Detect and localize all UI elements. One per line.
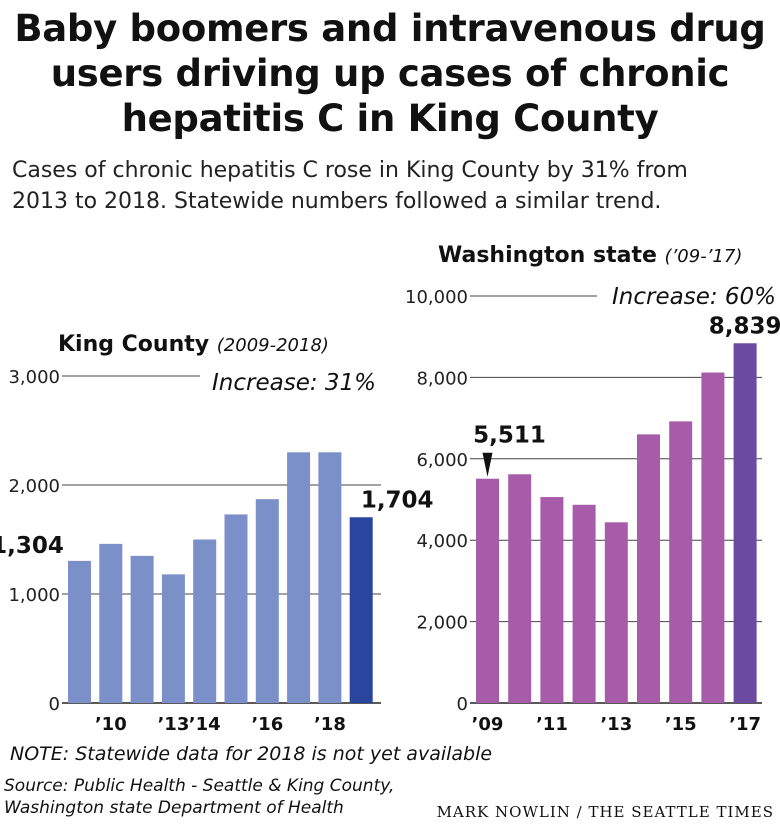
data-label: 1,304 — [0, 533, 64, 559]
source-text: Source: Public Health - Seattle & King C… — [4, 775, 394, 819]
chart-title-main: Washington state — [438, 243, 665, 268]
x-tick-label: ’10 — [95, 714, 127, 735]
y-tick-label: 0 — [457, 694, 468, 715]
bar — [476, 478, 499, 703]
data-label: 8,839 — [709, 313, 780, 339]
bar — [701, 372, 725, 703]
bar — [540, 497, 564, 703]
x-tick-label: ’17 — [729, 714, 761, 735]
note-text: NOTE: Statewide data for 2018 is not yet… — [10, 743, 493, 765]
label-pointer — [482, 452, 493, 477]
x-tick-label: ’13 — [157, 714, 189, 735]
bar — [99, 543, 123, 703]
bar — [637, 434, 660, 703]
y-tick-label: 4,000 — [416, 531, 468, 552]
y-tick-label: 8,000 — [416, 368, 468, 389]
source-line: Washington state Department of Health — [4, 798, 344, 818]
data-label: 5,511 — [473, 423, 546, 449]
credit-text: MARK NOWLIN / THE SEATTLE TIMES — [436, 803, 774, 821]
title-line: Baby boomers and intravenous drug — [14, 7, 766, 50]
data-label: 1,704 — [361, 487, 434, 513]
bar — [318, 452, 342, 703]
chart-title: Washington state (’09-’17) — [438, 243, 742, 268]
x-tick-label: ’15 — [665, 714, 697, 735]
x-tick-label: ’11 — [536, 714, 568, 735]
bar — [193, 539, 217, 703]
y-tick-label: 3,000 — [8, 367, 60, 388]
bar — [287, 452, 311, 703]
y-tick-label: 2,000 — [8, 476, 60, 497]
subtitle-line: 2013 to 2018. Statewide numbers followed… — [12, 189, 662, 214]
bar — [224, 514, 248, 703]
title-line: users driving up cases of chronic — [50, 52, 730, 95]
chart-title-years: (’09-’17) — [665, 246, 743, 267]
x-tick-label: ’16 — [251, 714, 283, 735]
chart-title: King County (2009-2018) — [58, 332, 329, 357]
chart-title-main: King County — [58, 332, 217, 357]
y-tick-label: 1,000 — [8, 585, 60, 606]
increase-annotation: Increase: 31% — [212, 370, 376, 396]
subtitle-line: Cases of chronic hepatitis C rose in Kin… — [12, 158, 688, 183]
bar — [604, 522, 628, 703]
y-tick-label: 10,000 — [405, 287, 468, 308]
chart-title-years: (2009-2018) — [217, 335, 329, 356]
y-tick-label: 2,000 — [416, 613, 468, 634]
bar — [572, 504, 596, 703]
source-line: Source: Public Health - Seattle & King C… — [4, 776, 395, 796]
page-title: Baby boomers and intravenous drug users … — [0, 6, 780, 141]
bar — [68, 560, 91, 703]
x-tick-label: ’14 — [189, 714, 221, 735]
y-tick-label: 0 — [49, 694, 60, 715]
bar — [508, 474, 532, 703]
x-tick-label: ’13 — [600, 714, 632, 735]
bar — [669, 421, 693, 703]
x-tick-label: ’09 — [472, 714, 504, 735]
x-tick-label: ’18 — [314, 714, 346, 735]
bar — [349, 517, 373, 703]
y-tick-label: 6,000 — [416, 450, 468, 471]
bar — [733, 343, 757, 703]
subtitle: Cases of chronic hepatitis C rose in Kin… — [12, 155, 772, 217]
bar — [255, 499, 279, 703]
bar — [161, 574, 185, 703]
bar — [130, 555, 154, 703]
increase-annotation: Increase: 60% — [612, 284, 776, 310]
title-line: hepatitis C in King County — [121, 97, 659, 140]
